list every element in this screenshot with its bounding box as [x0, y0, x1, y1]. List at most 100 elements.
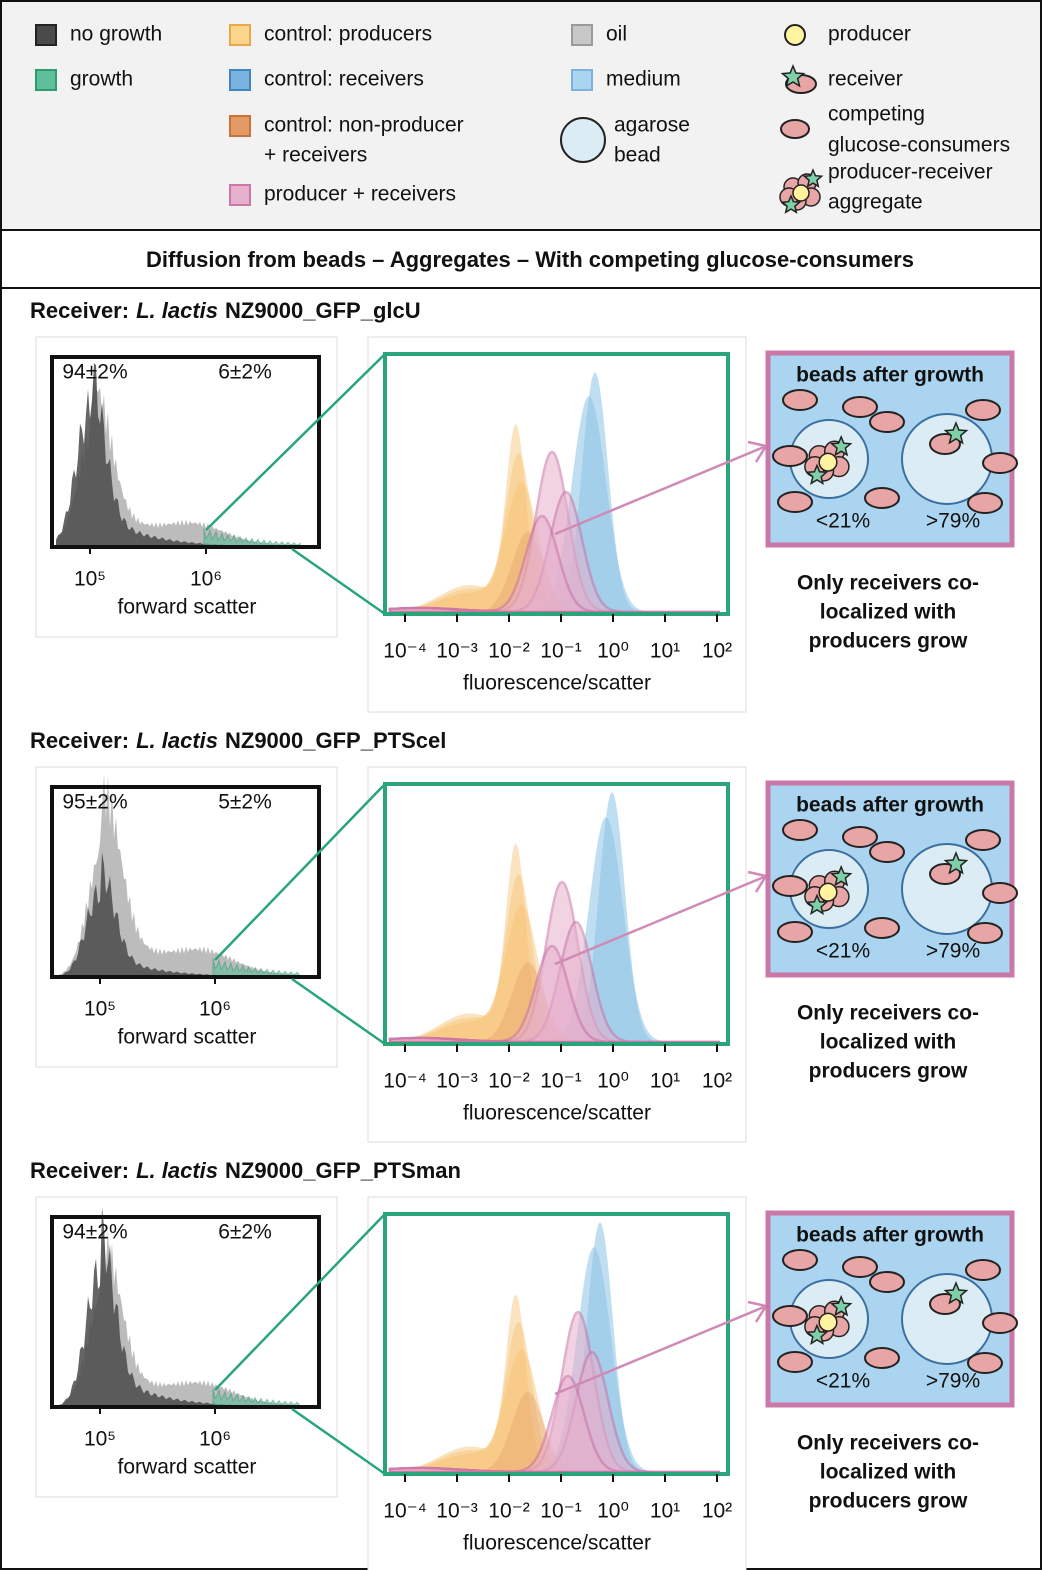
panel-heading: Receiver: L. lactis NZ9000_GFP_PTSman — [30, 1158, 461, 1183]
legend-label: control: producers — [264, 23, 432, 46]
legend-label: bead — [614, 144, 661, 167]
heading-species: L. lactis — [136, 728, 218, 753]
consumer-cell — [864, 487, 900, 509]
consumer-cell — [777, 491, 813, 513]
consumer-cell — [782, 389, 818, 411]
legend-label: producer — [828, 23, 911, 46]
producer-cell — [818, 1312, 838, 1332]
zoom-line — [214, 1213, 386, 1391]
star-icon — [802, 168, 824, 188]
zoom-line — [214, 783, 386, 961]
x-tick-label: 10¹ — [650, 640, 680, 663]
legend-swatch — [229, 115, 251, 137]
legend-label: agarose — [614, 114, 690, 137]
diagram-title: beads after growth — [796, 364, 984, 387]
x-tick-label: 10⁵ — [84, 1428, 116, 1451]
consumer-cell — [842, 396, 878, 418]
bead — [901, 1273, 993, 1365]
bead — [901, 413, 993, 505]
x-tick-label: 10⁰ — [597, 1070, 629, 1093]
x-tick-label: 10¹ — [650, 1500, 680, 1523]
consumer-cell — [869, 1271, 905, 1293]
bead-left-pct: <21% — [816, 940, 870, 963]
producer-cell — [818, 452, 838, 472]
growth-histogram — [212, 1388, 301, 1408]
heading-strain: NZ9000_GFP_PTScel — [225, 728, 446, 753]
consumer-cell — [965, 829, 1001, 851]
legend-bead — [560, 117, 606, 163]
x-tick-label: 10⁻¹ — [540, 1070, 581, 1093]
x-tick-label: 10² — [702, 640, 732, 663]
x-tick-label: 10⁰ — [597, 640, 629, 663]
x-tick-label: 10⁻⁴ — [383, 1070, 426, 1093]
legend-swatch — [35, 69, 57, 91]
consumer-cell — [864, 917, 900, 939]
bead-right-pct: >79% — [926, 1370, 980, 1393]
bead-left-pct: <21% — [816, 510, 870, 533]
heading-strain: NZ9000_GFP_glcU — [225, 298, 421, 323]
zoom-line — [205, 353, 386, 531]
star-icon — [943, 851, 969, 875]
producer-cell — [818, 882, 838, 902]
consumer-cell — [967, 922, 1003, 944]
x-tick-label: 10⁻³ — [436, 1070, 477, 1093]
scatter-left-pct: 94±2% — [62, 361, 127, 384]
zoom-line — [291, 977, 386, 1046]
x-tick-label: 10² — [702, 1500, 732, 1523]
scatter-left-pct: 94±2% — [62, 1221, 127, 1244]
star-icon — [829, 1294, 853, 1317]
panel-heading: Receiver: L. lactis NZ9000_GFP_glcU — [30, 298, 421, 323]
consumer-cell — [982, 452, 1018, 474]
consumer-cell — [967, 1352, 1003, 1374]
diagram-title: beads after growth — [796, 794, 984, 817]
diagram-caption: Only receivers co- — [797, 1432, 979, 1455]
consumer-cell — [842, 1256, 878, 1278]
scatter-right-pct: 5±2% — [218, 791, 272, 814]
x-axis-label: forward scatter — [118, 1456, 257, 1479]
x-tick-label: 10⁻⁴ — [383, 1500, 426, 1523]
star-icon — [943, 421, 969, 445]
legend-label: aggregate — [828, 191, 923, 214]
star-icon — [805, 463, 829, 485]
heading-species: L. lactis — [136, 1158, 218, 1183]
x-axis-label: forward scatter — [118, 1026, 257, 1049]
heading-species: L. lactis — [136, 298, 218, 323]
heading-strain: NZ9000_GFP_PTSman — [225, 1158, 461, 1183]
legend-swatch — [229, 184, 251, 206]
x-tick-label: 10⁻⁴ — [383, 640, 426, 663]
legend-label: producer + receivers — [264, 183, 456, 206]
x-tick-label: 10² — [702, 1070, 732, 1093]
legend-label: glucose-consumers — [828, 134, 1010, 157]
consumer-cell — [772, 875, 808, 897]
x-axis-label: forward scatter — [118, 596, 257, 619]
heading-prefix: Receiver: — [30, 728, 129, 753]
consumer-cell — [869, 411, 905, 433]
x-tick-label: 10⁻¹ — [540, 640, 581, 663]
consumer-cell — [982, 1312, 1018, 1334]
fluor-axes — [383, 352, 730, 616]
consumer-cell — [777, 921, 813, 943]
scatter-histogram — [56, 1207, 300, 1407]
x-tick-label: 10⁶ — [199, 1428, 231, 1451]
consumer-cell — [965, 1259, 1001, 1281]
growth-histogram — [212, 958, 301, 978]
x-tick-label: 10⁻³ — [436, 640, 477, 663]
x-axis-label: fluorescence/scatter — [463, 1532, 651, 1555]
legend-label: oil — [606, 23, 627, 46]
star-icon — [780, 194, 802, 214]
legend-swatch — [571, 69, 593, 91]
consumer-cell — [965, 399, 1001, 421]
bead-left-pct: <21% — [816, 1370, 870, 1393]
legend-label: + receivers — [264, 144, 367, 167]
scatter-right-pct: 6±2% — [218, 1221, 272, 1244]
scatter-axes — [50, 1215, 321, 1409]
consumer-cell — [772, 1305, 808, 1327]
x-tick-label: 10⁻² — [488, 1500, 529, 1523]
diagram-caption: localized with — [820, 1461, 957, 1484]
x-tick-label: 10⁶ — [190, 568, 222, 591]
diagram-title: beads after growth — [796, 1224, 984, 1247]
legend-producer — [784, 24, 806, 46]
x-tick-label: 10⁻² — [488, 1070, 529, 1093]
